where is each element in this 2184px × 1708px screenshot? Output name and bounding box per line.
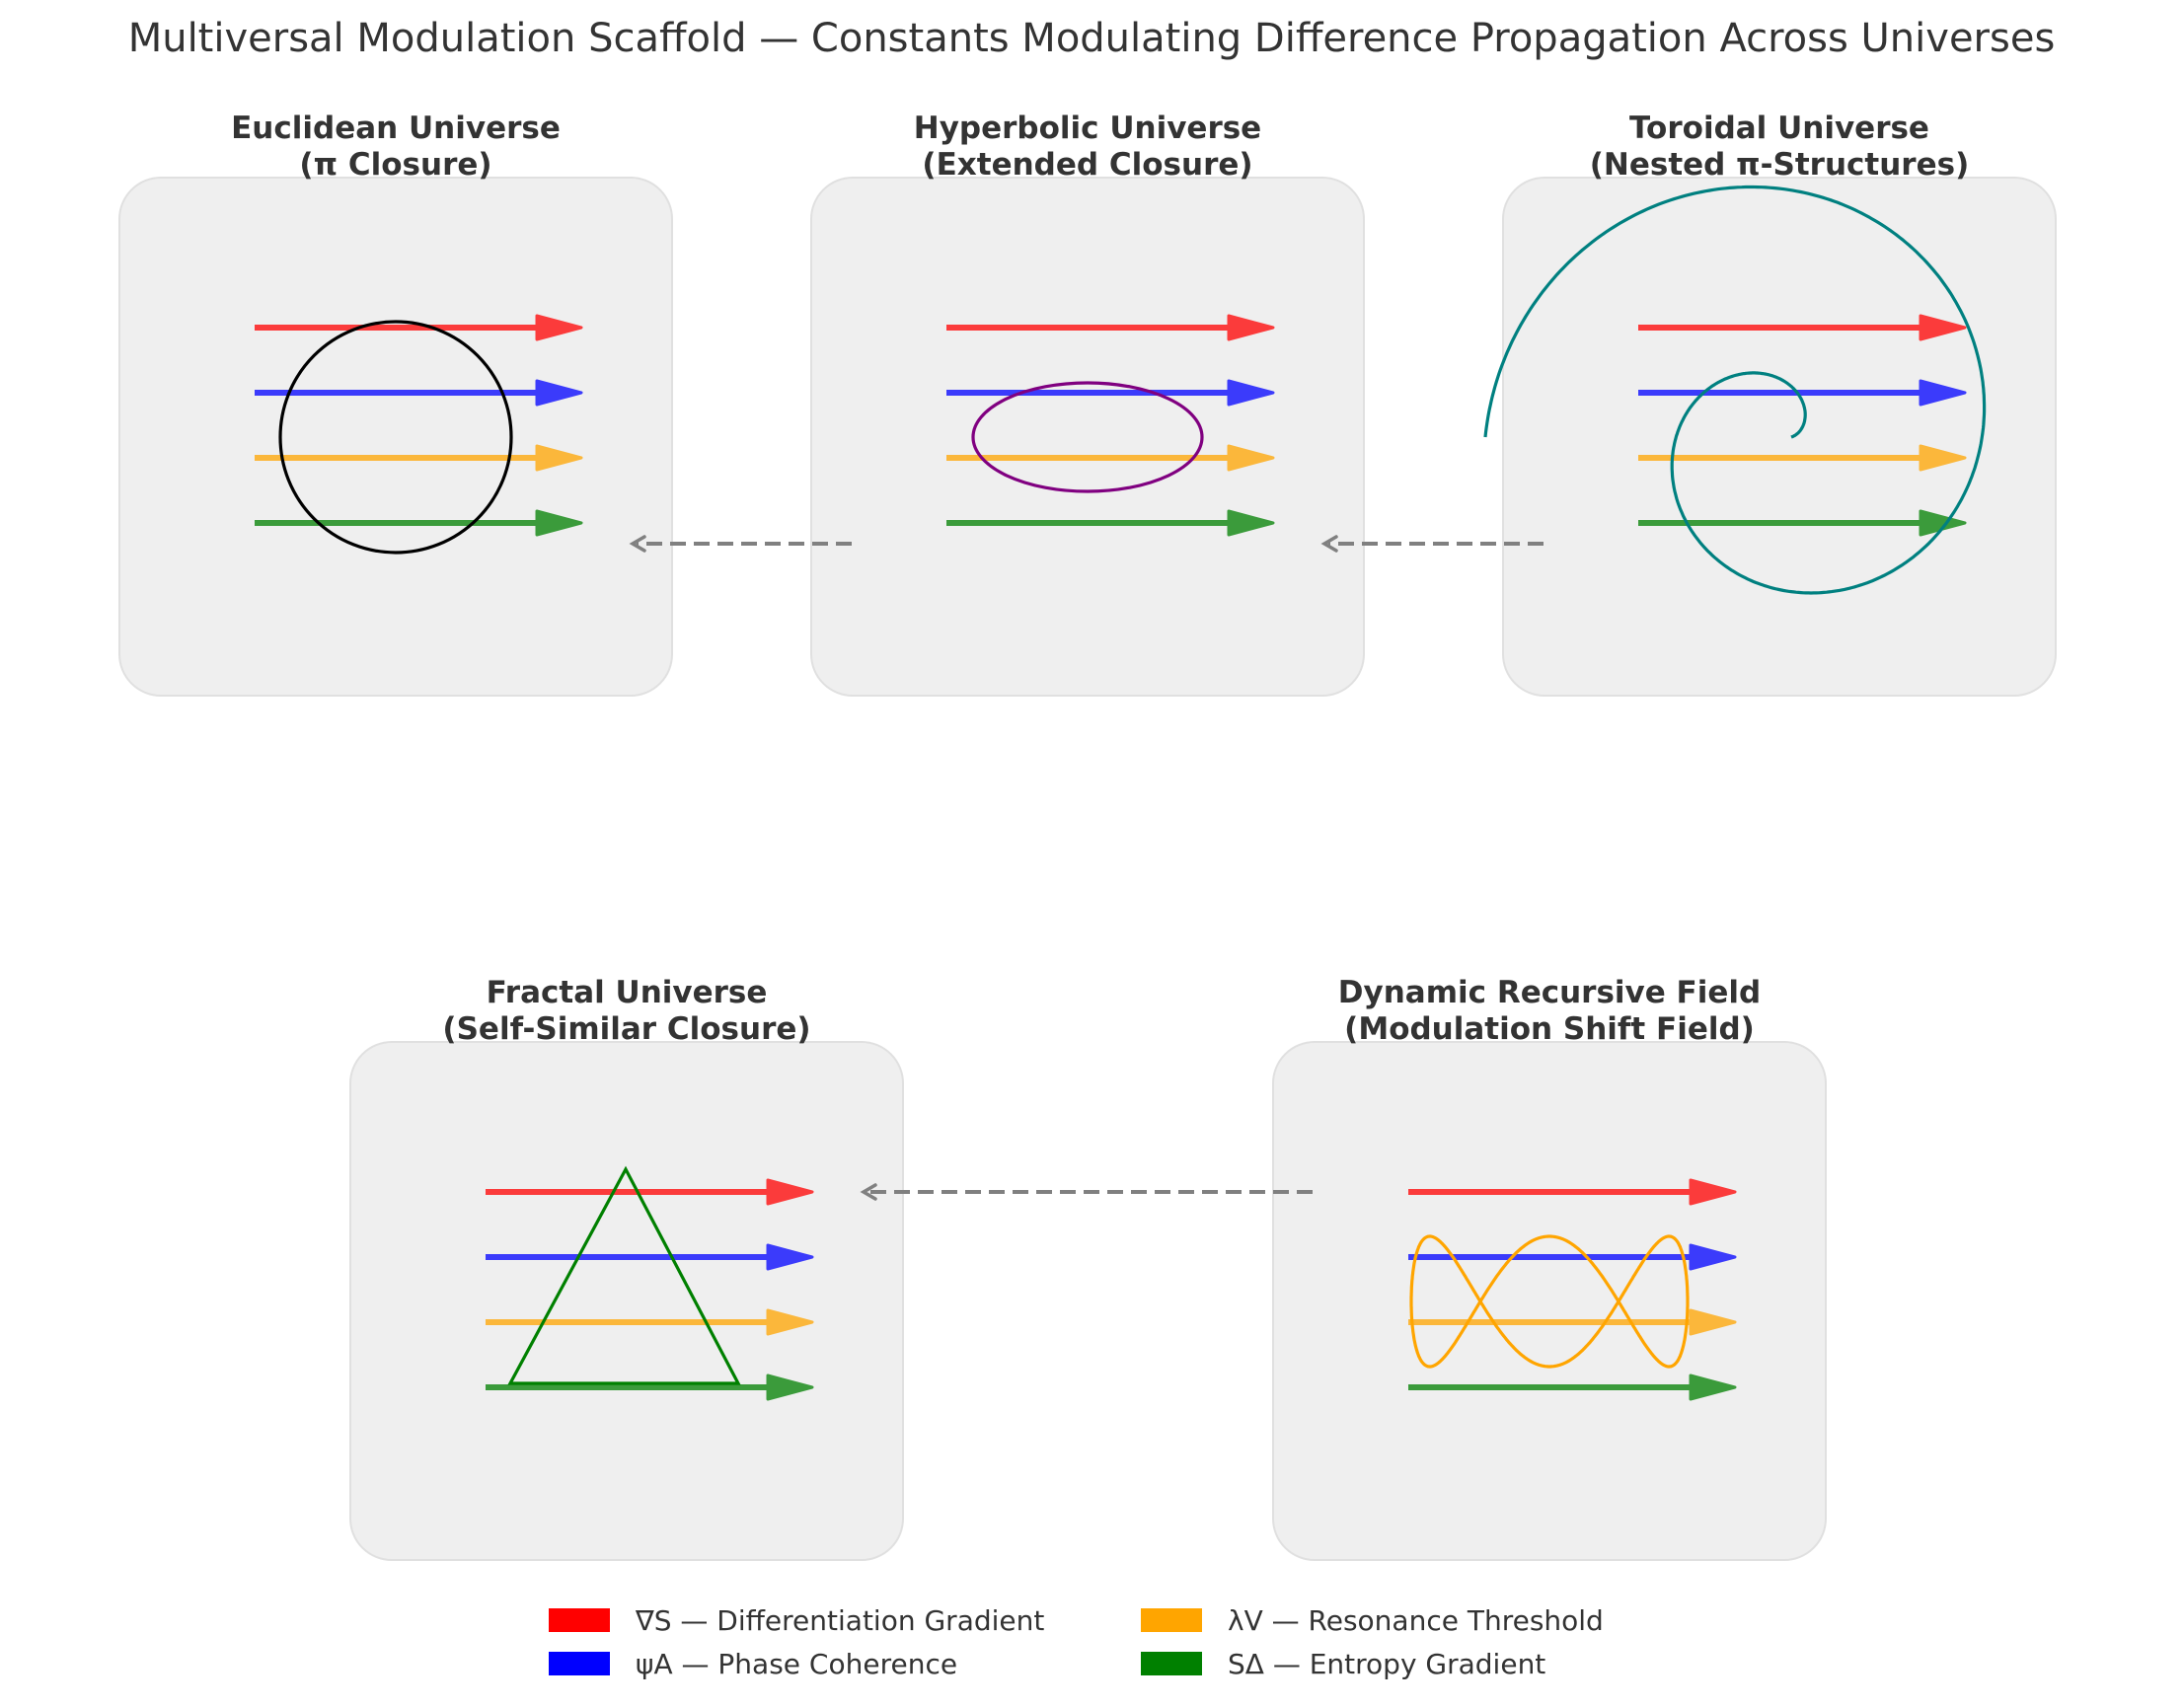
entropy-arrow-head	[1227, 509, 1275, 537]
legend: ∇S — Differentiation Gradient ψA — Phase…	[549, 1600, 1654, 1689]
legend-item-gradient: ∇S — Differentiation Gradient	[549, 1600, 1044, 1640]
resonance-arrow	[1408, 1308, 1737, 1336]
resonance-arrow-head	[1689, 1308, 1737, 1336]
connector-arrowhead	[629, 535, 646, 553]
closure-circle	[278, 320, 513, 555]
modulation-lissajous	[1409, 1234, 1690, 1369]
phase-arrow-head	[535, 379, 583, 407]
closure-ellipse	[971, 381, 1204, 493]
panel-title: Euclidean Universe	[231, 111, 561, 146]
entropy-arrow	[946, 509, 1275, 537]
universe-panel-fractal: Fractal Universe(Self-Similar Closure)	[349, 975, 904, 1561]
entropy-arrow	[1408, 1374, 1737, 1401]
flow-connector-dynamic-to-fractal	[860, 1183, 1313, 1201]
gradient-arrow	[486, 1178, 814, 1206]
legend-item-entropy: SΔ — Entropy Gradient	[1141, 1644, 1545, 1683]
flow-connector-hyperbolic-to-euclidean	[629, 535, 852, 553]
resonance-arrow	[1638, 444, 1967, 472]
panel-subtitle: (Nested π-Structures)	[1590, 147, 1970, 183]
legend-item-resonance: λV — Resonance Threshold	[1141, 1600, 1604, 1640]
gradient-arrow-head	[1689, 1178, 1737, 1206]
phase-arrow	[486, 1243, 814, 1271]
resonance-arrow-head	[535, 444, 583, 472]
panel-subtitle: (Extended Closure)	[922, 147, 1252, 183]
resonance-arrow-head	[1227, 444, 1275, 472]
panel-background	[349, 1041, 904, 1561]
panel-title: Dynamic Recursive Field	[1338, 975, 1761, 1010]
entropy-arrow-head	[766, 1374, 814, 1401]
flow-connector-toroidal-to-hyperbolic	[1320, 535, 1544, 553]
gradient-arrow-head	[1919, 314, 1967, 341]
resonance-arrow-head	[1919, 444, 1967, 472]
legend-label-resonance: λV — Resonance Threshold	[1228, 1603, 1604, 1637]
universe-panel-euclidean: Euclidean Universe(π Closure)	[118, 111, 673, 697]
panel-background	[1272, 1041, 1827, 1561]
connector-arrowhead	[1320, 535, 1338, 553]
panel-subtitle: (π Closure)	[299, 147, 491, 183]
legend-item-phase: ψA — Phase Coherence	[549, 1644, 957, 1683]
entropy-arrow-head	[535, 509, 583, 537]
panel-title: Hyperbolic Universe	[914, 111, 1261, 146]
resonance-arrow	[255, 444, 583, 472]
legend-swatch-phase	[549, 1652, 610, 1675]
gradient-arrow	[255, 314, 583, 341]
panel-background	[810, 177, 1365, 697]
panel-subtitle: (Modulation Shift Field)	[1344, 1011, 1755, 1047]
entropy-arrow	[486, 1374, 814, 1401]
legend-swatch-resonance	[1141, 1608, 1202, 1632]
panel-background	[1502, 177, 2057, 697]
phase-arrow	[255, 379, 583, 407]
resonance-arrow-head	[766, 1308, 814, 1336]
phase-arrow-head	[1227, 379, 1275, 407]
phase-arrow	[1638, 379, 1967, 407]
legend-label-phase: ψA — Phase Coherence	[636, 1647, 958, 1680]
connector-arrowhead	[860, 1183, 877, 1201]
universe-panel-hyperbolic: Hyperbolic Universe(Extended Closure)	[810, 111, 1365, 697]
legend-label-entropy: SΔ — Entropy Gradient	[1228, 1647, 1546, 1680]
panel-title: Fractal Universe	[487, 975, 768, 1010]
diagram-title: Multiversal Modulation Scaffold — Consta…	[128, 16, 2056, 61]
entropy-arrow-head	[1689, 1374, 1737, 1401]
gradient-arrow-head	[1227, 314, 1275, 341]
nested-spiral	[1483, 185, 1987, 595]
gradient-arrow	[946, 314, 1275, 341]
phase-arrow	[946, 379, 1275, 407]
self-similar-triangle	[507, 1165, 741, 1385]
panel-subtitle: (Self-Similar Closure)	[442, 1011, 810, 1047]
legend-label-gradient: ∇S — Differentiation Gradient	[636, 1603, 1045, 1637]
gradient-arrow	[1408, 1178, 1737, 1206]
panel-title: Toroidal Universe	[1629, 111, 1929, 146]
gradient-arrow-head	[766, 1178, 814, 1206]
universe-panel-dynamic: Dynamic Recursive Field(Modulation Shift…	[1272, 975, 1827, 1561]
resonance-arrow	[946, 444, 1275, 472]
phase-arrow-head	[1919, 379, 1967, 407]
phase-arrow-head	[766, 1243, 814, 1271]
universe-panel-toroidal: Toroidal Universe(Nested π-Structures)	[1483, 111, 2057, 697]
legend-swatch-gradient	[549, 1608, 610, 1632]
legend-swatch-entropy	[1141, 1652, 1202, 1675]
panel-background	[118, 177, 673, 697]
gradient-arrow	[1638, 314, 1967, 341]
phase-arrow-head	[1689, 1243, 1737, 1271]
entropy-arrow	[255, 509, 583, 537]
resonance-arrow	[486, 1308, 814, 1336]
gradient-arrow-head	[535, 314, 583, 341]
